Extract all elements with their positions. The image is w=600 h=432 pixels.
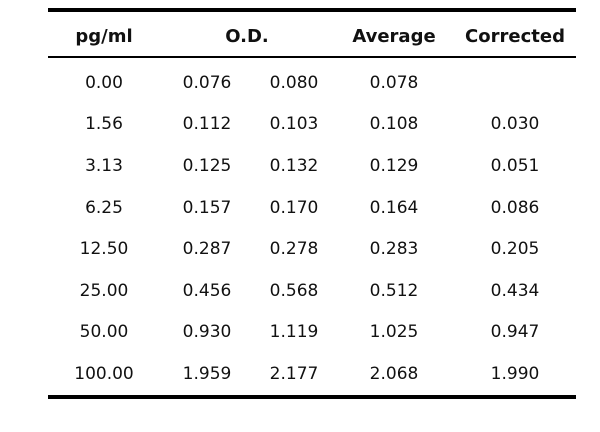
cell-concentration: 25.00 [79,280,129,301]
cell-corrected: 0.030 [490,114,540,135]
table-row: 50.00 0.930 1.119 1.025 0.947 [48,312,576,354]
header-concentration: pg/ml [75,25,133,47]
table-top-rule [48,8,576,12]
cell-average: 0.164 [369,197,419,218]
table-bottom-rule [48,394,576,399]
cell-od-1: 0.112 [182,114,232,135]
cell-od-1: 0.930 [182,322,232,343]
table-row: 3.13 0.125 0.132 0.129 0.051 [48,145,576,187]
data-table: pg/ml O.D. Average Corrected [48,12,576,56]
cell-od-2: 0.080 [269,72,319,93]
cell-average: 0.129 [369,155,419,176]
cell-od-2: 1.119 [269,322,319,343]
cell-concentration: 3.13 [85,155,123,176]
table-row: 1.56 0.112 0.103 0.108 0.030 [48,104,576,146]
table-row: 100.00 1.959 2.177 2.068 1.990 [48,353,576,395]
cell-od-2: 0.103 [269,114,319,135]
cell-concentration: 100.00 [74,363,134,384]
cell-od-2: 0.170 [269,197,319,218]
cell-od-1: 0.287 [182,239,232,260]
cell-od-1: 1.959 [182,363,232,384]
cell-concentration: 0.00 [85,72,123,93]
cell-concentration: 12.50 [79,239,129,260]
table-row: 25.00 0.456 0.568 0.512 0.434 [48,270,576,312]
cell-corrected [454,58,576,104]
header-average: Average [352,25,436,47]
cell-corrected: 0.205 [490,239,540,260]
table-row: 6.25 0.157 0.170 0.164 0.086 [48,187,576,229]
cell-od-1: 0.456 [182,280,232,301]
cell-average: 1.025 [369,322,419,343]
cell-average: 0.283 [369,239,419,260]
cell-od-1: 0.125 [182,155,232,176]
cell-od-1: 0.157 [182,197,232,218]
cell-od-2: 0.132 [269,155,319,176]
cell-average: 0.512 [369,280,419,301]
header-od: O.D. [225,25,269,47]
cell-average: 0.078 [369,72,419,93]
cell-concentration: 1.56 [85,114,123,135]
header-corrected: Corrected [465,25,565,47]
cell-average: 0.108 [369,114,419,135]
cell-corrected: 0.051 [490,155,540,176]
cell-corrected: 0.947 [490,322,540,343]
header-rule [48,56,576,58]
cell-average: 2.068 [369,363,419,384]
cell-od-1: 0.076 [182,72,232,93]
data-body-table: 0.00 0.076 0.080 0.078 1.56 0.112 0.103 0.108 0.… [48,58,576,395]
standard-curve-table: pg/ml O.D. Average Corrected 0.00 0.076 0.… [48,8,576,399]
cell-od-2: 0.568 [269,280,319,301]
cell-corrected: 0.086 [490,197,540,218]
cell-concentration: 50.00 [79,322,129,343]
table-row: 0.00 0.076 0.080 0.078 [48,58,576,104]
table-row: 12.50 0.287 0.278 0.283 0.205 [48,228,576,270]
cell-concentration: 6.25 [85,197,123,218]
cell-od-2: 2.177 [269,363,319,384]
cell-corrected: 1.990 [490,363,540,384]
header-row: pg/ml O.D. Average Corrected [48,12,576,56]
cell-od-2: 0.278 [269,239,319,260]
cell-corrected: 0.434 [490,280,540,301]
